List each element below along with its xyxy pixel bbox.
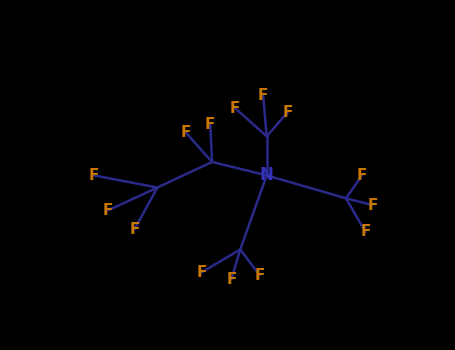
Text: F: F xyxy=(367,197,378,212)
Text: F: F xyxy=(230,100,240,116)
Text: F: F xyxy=(89,168,99,183)
Text: F: F xyxy=(205,117,216,132)
Text: F: F xyxy=(180,125,191,140)
Text: F: F xyxy=(226,272,237,287)
Text: F: F xyxy=(360,224,371,239)
Text: F: F xyxy=(283,105,293,120)
Text: F: F xyxy=(103,203,113,218)
Text: F: F xyxy=(129,222,140,237)
Text: N: N xyxy=(260,166,273,184)
Text: F: F xyxy=(258,89,268,103)
Text: F: F xyxy=(254,268,265,282)
Text: F: F xyxy=(357,168,367,183)
Text: F: F xyxy=(196,265,207,280)
